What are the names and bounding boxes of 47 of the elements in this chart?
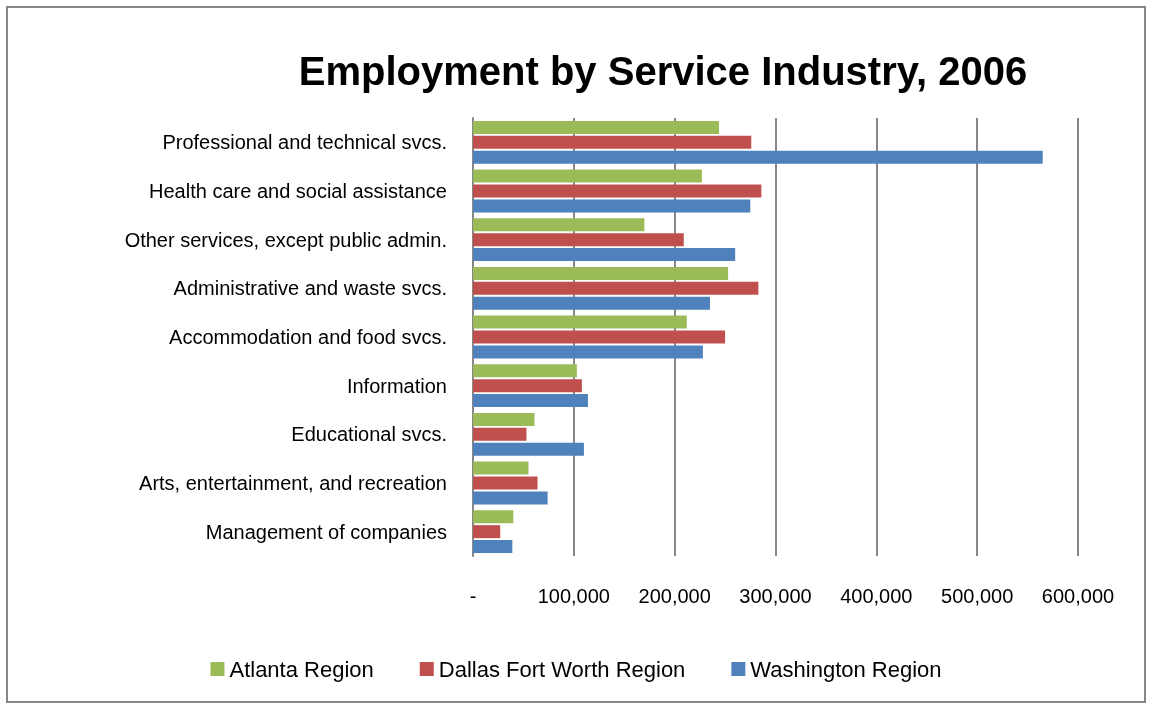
bar <box>473 248 736 262</box>
bar <box>473 135 752 149</box>
legend-label: Washington Region <box>750 656 942 682</box>
y-tick-label: Educational svcs. <box>291 423 447 446</box>
bar <box>473 233 684 247</box>
bar <box>473 199 751 213</box>
bar <box>473 150 1043 164</box>
bar <box>473 442 584 456</box>
bar <box>473 461 529 475</box>
chart-title: Employment by Service Industry, 2006 <box>298 49 1028 93</box>
bar <box>473 412 535 426</box>
x-tick-label: 600,000 <box>1041 585 1115 607</box>
y-tick-label: Accommodation and food svcs. <box>169 326 447 348</box>
bar <box>473 296 710 310</box>
y-tick-label: Administrative and waste svcs. <box>173 277 447 300</box>
y-tick-label: Health care and social assistance <box>149 180 447 202</box>
bar <box>473 345 703 359</box>
bar <box>473 218 645 232</box>
bar <box>473 476 538 490</box>
x-tick-label: 400,000 <box>840 585 913 607</box>
bar <box>473 427 527 441</box>
x-tick-label: 300,000 <box>739 585 812 607</box>
y-tick-label: Management of companies <box>205 520 447 543</box>
bar <box>473 540 513 554</box>
bar <box>473 281 759 295</box>
x-tick-label: 100,000 <box>537 585 610 607</box>
bar <box>473 315 687 329</box>
x-tick-label: - <box>469 585 477 607</box>
x-tick-label: 500,000 <box>941 585 1014 607</box>
legend-label: Atlanta Region <box>229 656 374 682</box>
y-tick-label: Information <box>346 374 447 397</box>
bar <box>473 266 729 280</box>
bar <box>473 394 588 408</box>
bar <box>473 169 702 183</box>
bar <box>473 330 726 344</box>
x-tick-label: 200,000 <box>638 585 711 607</box>
bar <box>473 510 514 524</box>
bar <box>473 184 762 198</box>
bar <box>473 364 577 378</box>
bar <box>473 379 582 393</box>
legend-label: Dallas Fort Worth Region <box>438 656 686 682</box>
y-tick-label: Other services, except public admin. <box>124 228 447 251</box>
y-tick-label: Arts, entertainment, and recreation <box>139 472 447 494</box>
y-tick-label: Professional and technical svcs. <box>162 131 447 154</box>
bar <box>473 525 501 539</box>
bar <box>473 491 548 505</box>
bar <box>473 120 720 134</box>
